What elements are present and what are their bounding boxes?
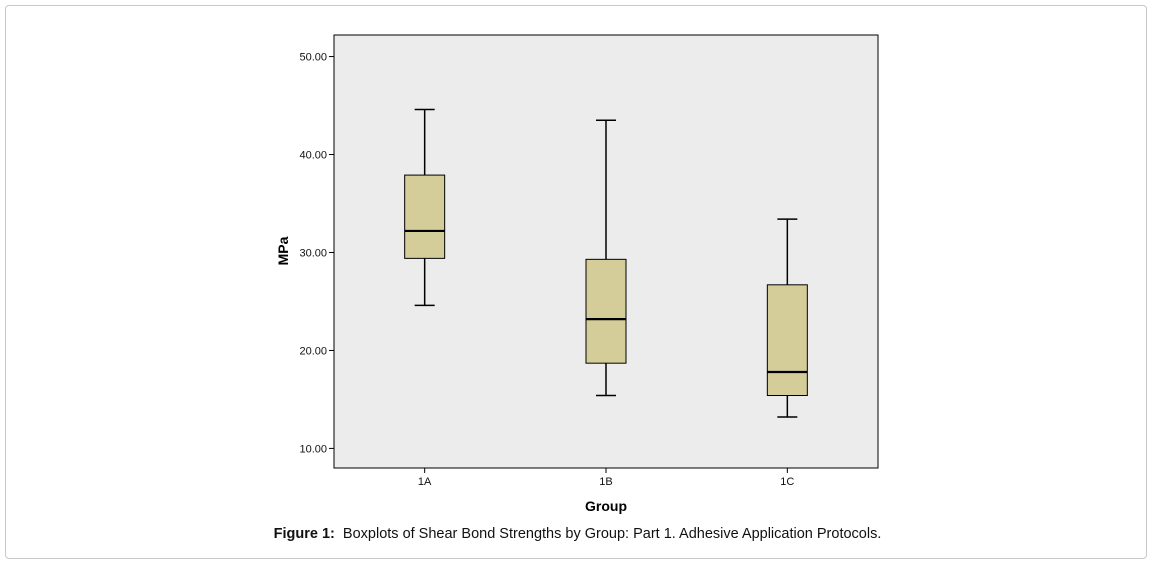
figure-caption-label: Figure 1: xyxy=(273,526,335,542)
x-tick-label: 1B xyxy=(599,476,612,488)
box-1A xyxy=(404,174,446,259)
figure-caption-text: Boxplots of Shear Bond Strengths by Grou… xyxy=(342,526,882,542)
figure-caption: Figure 1: Boxplots of Shear Bond Strengt… xyxy=(0,526,1155,542)
box-1B xyxy=(585,258,627,364)
y-tick-label: 10.00 xyxy=(299,443,327,455)
y-tick-label: 40.00 xyxy=(299,150,327,162)
y-tick-label: 50.00 xyxy=(299,52,327,64)
y-axis: 10.00 20.00 30.00 40.00 50.00 xyxy=(299,52,334,455)
y-axis-title: MPa xyxy=(275,236,291,265)
y-tick-label: 20.00 xyxy=(299,345,327,357)
x-tick-label: 1A xyxy=(418,476,432,488)
y-tick-label: 30.00 xyxy=(299,247,327,259)
box-1C xyxy=(766,284,808,397)
x-axis: 1A 1B 1C xyxy=(418,468,794,488)
x-tick-label: 1C xyxy=(780,476,794,488)
box-group xyxy=(404,108,808,418)
x-axis-title: Group xyxy=(585,498,627,514)
